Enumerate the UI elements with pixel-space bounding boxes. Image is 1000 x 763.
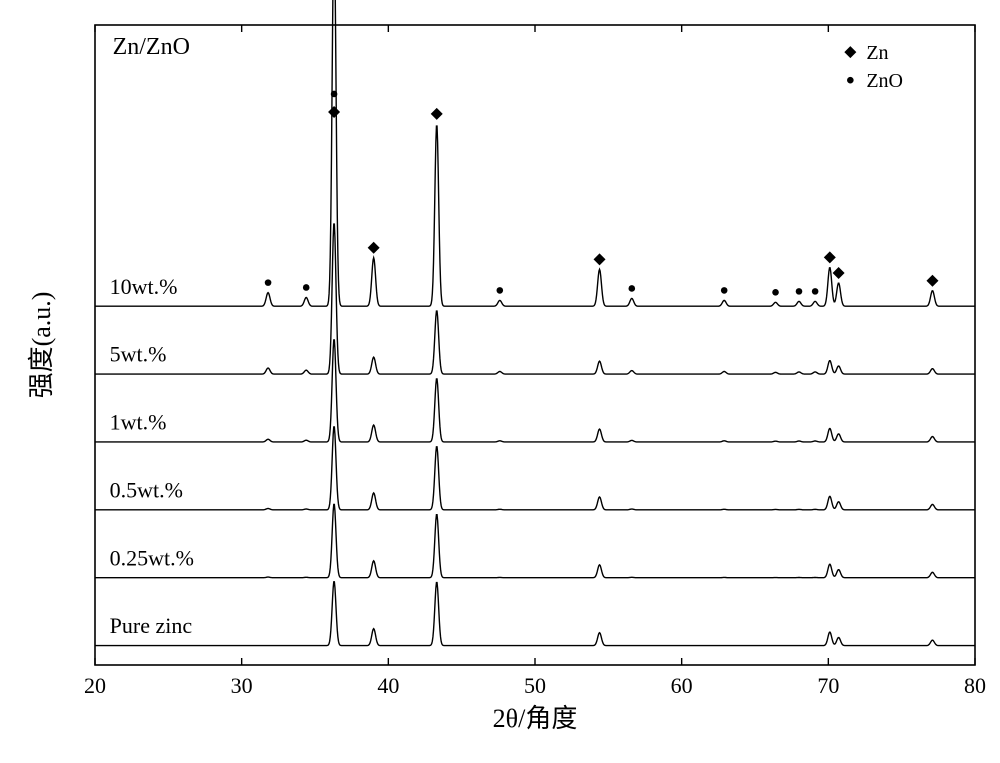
- y-axis-label: 强度(a.u.): [27, 292, 56, 399]
- x-axis-label: 2θ/角度: [493, 704, 578, 733]
- trace-label: Pure zinc: [110, 613, 193, 638]
- legend-item-label: ZnO: [866, 70, 903, 92]
- x-tick-label: 30: [231, 673, 253, 698]
- chart-bg: [0, 0, 1000, 763]
- legend-item-label: Zn: [866, 42, 888, 64]
- xrd-chart: 20 30 40 50 60 70 80 2θ/角度 强度(a.u.) Zn/ZnO Zn ZnO Pu…: [0, 0, 1000, 763]
- zno-peak-marker-icon: [497, 287, 504, 294]
- zno-peak-marker-icon: [812, 288, 819, 295]
- x-tick-label: 50: [524, 673, 546, 698]
- zno-peak-marker-icon: [303, 284, 310, 291]
- trace-label: 10wt.%: [110, 274, 178, 299]
- trace-label: 0.5wt.%: [110, 477, 183, 502]
- x-tick-label: 40: [377, 673, 399, 698]
- zno-peak-marker-icon: [772, 289, 779, 296]
- chart-title: Zn/ZnO: [113, 34, 190, 60]
- x-tick-label: 60: [671, 673, 693, 698]
- zno-peak-marker-icon: [796, 288, 803, 295]
- zno-peak-marker-icon: [331, 91, 338, 98]
- x-tick-label: 80: [964, 673, 986, 698]
- zno-peak-marker-icon: [721, 287, 728, 294]
- x-tick-label: 20: [84, 673, 106, 698]
- x-tick-label: 70: [817, 673, 839, 698]
- trace-label: 5wt.%: [110, 342, 167, 367]
- zno-peak-marker-icon: [265, 279, 272, 286]
- legend-circle-icon: [847, 77, 854, 84]
- chart-root: 20 30 40 50 60 70 80 2θ/角度 强度(a.u.) Zn/ZnO Zn ZnO Pu…: [0, 0, 1000, 763]
- trace-label: 1wt.%: [110, 410, 167, 435]
- zno-peak-marker-icon: [629, 285, 636, 292]
- trace-label: 0.25wt.%: [110, 545, 194, 570]
